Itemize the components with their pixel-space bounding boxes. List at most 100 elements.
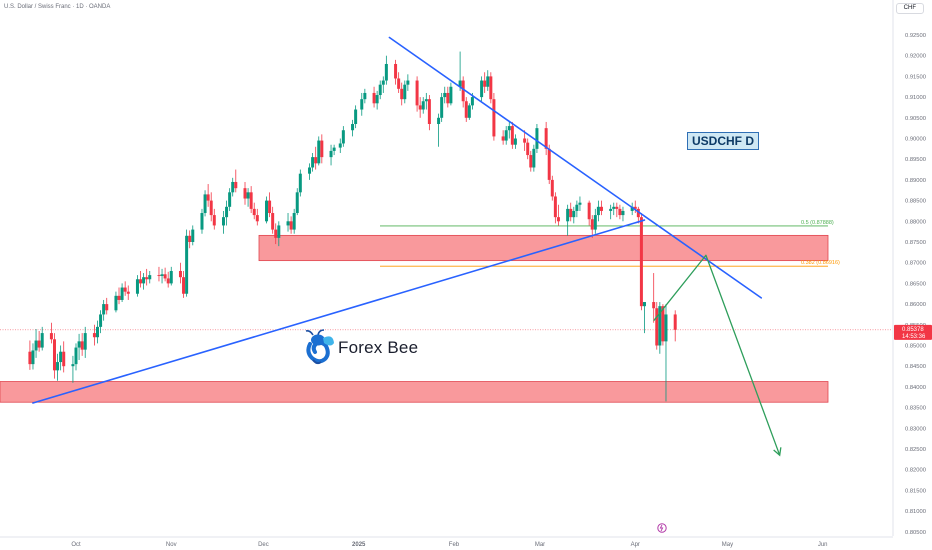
candle-body [375,95,379,104]
candle-body [418,105,422,110]
sr-zone [258,234,829,262]
candle-body [480,80,484,98]
candle-body [114,295,118,311]
candle-body [308,167,312,174]
candle-body [286,221,290,226]
candle-body [550,179,554,197]
price-tick-label: 0.80500 [905,530,926,536]
candle-body [470,97,474,106]
candle-body [633,206,637,209]
candle-body [483,80,487,87]
candle-body [320,140,324,158]
candle-body [191,229,195,242]
candle-body [464,101,468,118]
candle-body [37,340,41,348]
price-tick-label: 0.92000 [905,54,926,60]
price-tick-label: 0.81500 [905,488,926,494]
price-tick-label: 0.88500 [905,199,926,205]
candle-body [526,142,530,156]
candle-body [166,278,170,284]
candle-body [243,188,247,199]
price-tick-label: 0.84500 [905,364,926,370]
candle-body [139,279,143,284]
candle-body [268,200,272,214]
price-tick-label: 0.84000 [905,385,926,391]
candle-body [225,206,229,218]
candle-body [661,306,665,342]
candle-body [449,86,453,104]
candle-body [249,192,253,209]
candle-body [384,63,388,81]
candle-body [203,194,207,214]
currency-button[interactable]: CHF [895,3,924,14]
fib-level-label: 0.5 (0.87888) [801,220,834,226]
price-tick-label: 0.92500 [905,33,926,39]
price-tick-label: 0.86500 [905,281,926,287]
candle-body [265,200,269,222]
tradingview-event-icon[interactable] [657,523,667,533]
candle-body [642,302,646,307]
candlestick-series [28,51,677,402]
candle-body [117,295,121,300]
bee-logo-icon [305,329,334,365]
candle-body [271,213,275,230]
resistance-trendline [388,36,763,299]
candle-body [56,362,60,371]
candle-body [102,304,106,315]
trendlines[interactable] [32,36,763,404]
candle-body [360,99,364,110]
candle-body [178,270,182,278]
candle-body [274,229,278,238]
candle-body [587,202,591,220]
price-axis[interactable]: 0.92500 0.92000 0.91500 0.91000 0.90500 0.900… [892,0,932,536]
current-price-badge [894,324,932,340]
candle-body [458,80,462,87]
candle-body [277,225,281,238]
candle-body [403,84,407,100]
event-icon-bolt [659,524,664,532]
price-tick-label: 0.83500 [905,406,926,412]
time-tick-label: Apr [631,542,640,548]
brand-watermark: Forex Bee [303,329,418,367]
candle-body [630,206,634,211]
candle-body [142,277,146,284]
candle-body [71,364,75,367]
candle-body [221,217,225,226]
time-tick-label: May [722,542,733,548]
candle-body [544,128,548,149]
candle-body [295,192,299,214]
candle-body [427,99,431,125]
candle-body [547,148,551,180]
candle-body [569,208,573,218]
candle-body [96,326,100,338]
candle-body [49,333,53,340]
time-tick-label: 2025 [352,542,366,548]
candle-body [163,274,167,279]
candle-body [636,208,640,218]
candle-body [206,194,210,201]
candle-body [381,80,385,85]
candle-body [507,126,511,131]
candle-body [40,333,44,348]
candle-body [212,215,216,226]
candle-body [618,208,622,216]
price-tick-label: 0.88000 [905,219,926,225]
sr-zone [0,381,829,403]
candle-body [504,130,508,141]
candle-body [246,192,250,199]
candle-body [126,291,130,294]
candle-body [298,173,302,193]
candle-body [292,213,296,230]
candle-body [529,155,533,168]
candle-body [523,138,527,143]
candle-body [31,350,35,365]
candle-body [99,314,103,327]
candle-body [406,80,410,85]
time-axis[interactable]: Oct Nov Dec 2025 Feb Mar Apr May Jun [0,536,893,548]
candle-body [535,128,539,149]
symbol-title: U.S. Dollar / Swiss Franc · 1D · OANDA [4,4,111,10]
candle-body [185,235,189,294]
candle-body [372,92,376,104]
candle-body [415,80,419,106]
